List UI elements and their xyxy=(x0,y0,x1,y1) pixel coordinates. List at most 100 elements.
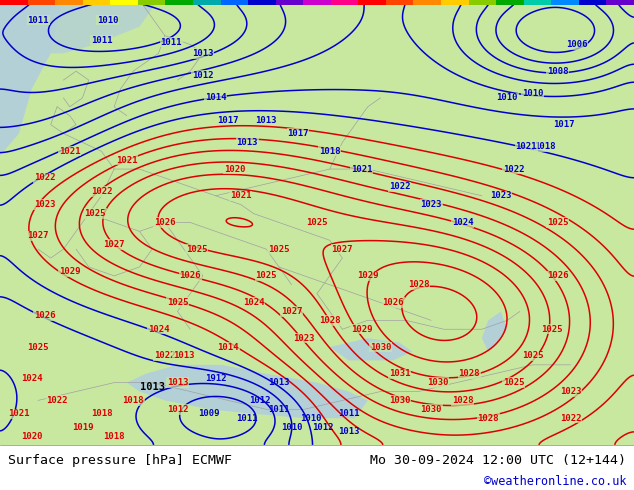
Text: 1023: 1023 xyxy=(560,387,581,396)
Bar xyxy=(413,0,441,5)
Text: 1022: 1022 xyxy=(503,165,524,173)
Text: 1021: 1021 xyxy=(515,142,537,151)
Text: Surface pressure [hPa] ECMWF: Surface pressure [hPa] ECMWF xyxy=(8,454,231,467)
Polygon shape xyxy=(330,338,412,360)
Text: 1025: 1025 xyxy=(167,298,188,307)
Text: 1011: 1011 xyxy=(236,414,258,423)
Text: 1030: 1030 xyxy=(389,396,410,405)
Text: 1030: 1030 xyxy=(427,378,448,387)
Text: 1024: 1024 xyxy=(148,325,169,334)
Text: 1024: 1024 xyxy=(243,298,264,307)
Text: 1018: 1018 xyxy=(91,409,112,418)
Text: 1029: 1029 xyxy=(357,271,378,280)
Text: 1025: 1025 xyxy=(27,343,49,351)
Bar xyxy=(110,0,138,5)
Text: 1018: 1018 xyxy=(122,396,144,405)
Text: 1023: 1023 xyxy=(34,200,55,209)
Text: 1017: 1017 xyxy=(217,116,239,124)
Bar xyxy=(524,0,552,5)
Text: 1013: 1013 xyxy=(236,138,258,147)
Text: 1030: 1030 xyxy=(370,343,391,351)
Text: 1025: 1025 xyxy=(186,245,207,254)
Text: Mo 30-09-2024 12:00 UTC (12+144): Mo 30-09-2024 12:00 UTC (12+144) xyxy=(370,454,626,467)
Bar xyxy=(193,0,221,5)
Text: 1011: 1011 xyxy=(268,405,290,414)
Bar xyxy=(386,0,413,5)
Text: 1028: 1028 xyxy=(477,414,499,423)
Text: 1025: 1025 xyxy=(84,209,106,218)
Text: 1013: 1013 xyxy=(167,378,188,387)
Text: 1026: 1026 xyxy=(154,218,176,227)
Text: 1009: 1009 xyxy=(198,409,220,418)
Polygon shape xyxy=(127,365,368,418)
Text: 1029: 1029 xyxy=(351,325,372,334)
Text: 1912: 1912 xyxy=(205,374,226,383)
Text: 1022: 1022 xyxy=(154,351,176,361)
Text: 1022: 1022 xyxy=(560,414,581,423)
Text: 1013: 1013 xyxy=(173,351,195,361)
Bar xyxy=(82,0,110,5)
Bar xyxy=(496,0,524,5)
Text: 1021: 1021 xyxy=(230,191,252,200)
Text: 1022: 1022 xyxy=(34,173,55,182)
Text: 1013: 1013 xyxy=(192,49,214,58)
Text: 1027: 1027 xyxy=(281,307,302,316)
Text: 1026: 1026 xyxy=(547,271,569,280)
Text: 1023: 1023 xyxy=(420,200,442,209)
Text: 1028: 1028 xyxy=(452,396,474,405)
Bar xyxy=(469,0,496,5)
Bar xyxy=(331,0,358,5)
Text: 1017: 1017 xyxy=(553,120,575,129)
Text: 1021: 1021 xyxy=(351,165,372,173)
Text: 1018: 1018 xyxy=(534,142,556,151)
Polygon shape xyxy=(0,0,63,156)
Text: 1013: 1013 xyxy=(338,427,359,436)
Bar xyxy=(276,0,303,5)
Text: 1018: 1018 xyxy=(319,147,340,156)
Text: 1028: 1028 xyxy=(319,316,340,325)
Bar xyxy=(579,0,607,5)
Text: 1025: 1025 xyxy=(503,378,524,387)
Text: 1011: 1011 xyxy=(338,409,359,418)
Bar xyxy=(607,0,634,5)
Text: 1010: 1010 xyxy=(522,89,543,98)
Bar xyxy=(165,0,193,5)
Text: 1019: 1019 xyxy=(72,422,93,432)
Text: 1031: 1031 xyxy=(389,369,410,378)
Text: 1011: 1011 xyxy=(160,38,182,47)
Text: 1020: 1020 xyxy=(21,432,42,441)
Text: 1012: 1012 xyxy=(167,405,188,414)
Bar xyxy=(55,0,82,5)
Bar xyxy=(248,0,276,5)
Text: 1026: 1026 xyxy=(34,311,55,320)
Text: 1027: 1027 xyxy=(27,231,49,240)
Polygon shape xyxy=(482,312,507,351)
Text: 1024: 1024 xyxy=(21,374,42,383)
Bar xyxy=(0,0,27,5)
Text: 1006: 1006 xyxy=(566,40,588,49)
Bar xyxy=(221,0,248,5)
Text: 1022: 1022 xyxy=(46,396,68,405)
Text: 1026: 1026 xyxy=(179,271,201,280)
Text: 1010: 1010 xyxy=(496,94,518,102)
Text: 1012: 1012 xyxy=(249,396,271,405)
Text: 1025: 1025 xyxy=(522,351,543,361)
Bar xyxy=(303,0,331,5)
Text: 1025: 1025 xyxy=(268,245,290,254)
Text: 1023: 1023 xyxy=(294,334,315,343)
Text: 1013: 1013 xyxy=(256,116,277,124)
Text: 1018: 1018 xyxy=(103,432,125,441)
Text: 1028: 1028 xyxy=(458,369,480,378)
Text: 1010: 1010 xyxy=(300,414,321,423)
Bar xyxy=(358,0,386,5)
Text: 1024: 1024 xyxy=(452,218,474,227)
Text: 1022: 1022 xyxy=(389,182,410,192)
Bar xyxy=(441,0,469,5)
Text: 1025: 1025 xyxy=(256,271,277,280)
Text: 1025: 1025 xyxy=(547,218,569,227)
Text: 1022: 1022 xyxy=(91,187,112,196)
Text: 1012: 1012 xyxy=(192,71,214,80)
Text: 1025: 1025 xyxy=(541,325,562,334)
Bar xyxy=(552,0,579,5)
Text: 1013: 1013 xyxy=(139,382,165,392)
